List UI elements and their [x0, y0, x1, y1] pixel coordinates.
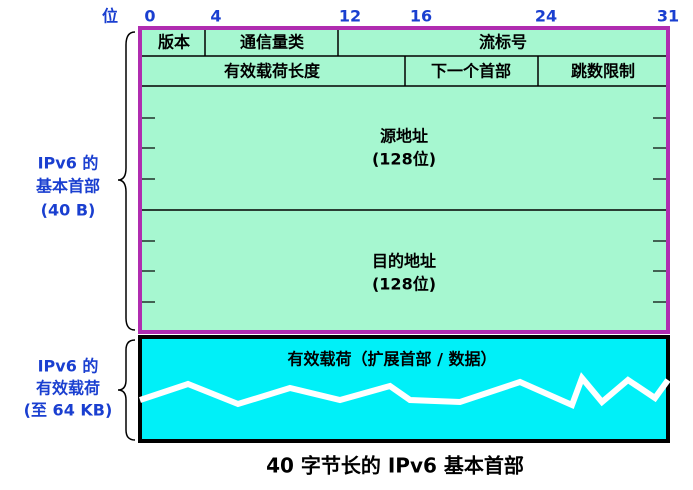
- field: 目的地址: [372, 252, 436, 271]
- bit-mark: 12: [339, 7, 361, 26]
- bit-mark: 24: [535, 7, 557, 26]
- brace: [117, 339, 136, 441]
- field: 下一个首部: [431, 62, 511, 81]
- bit-mark: 4: [210, 7, 221, 26]
- side-ticks: [140, 117, 668, 303]
- side-label: 基本首部: [35, 177, 100, 196]
- header-box: [140, 28, 668, 332]
- field-size: (128位): [372, 150, 436, 169]
- bit-mark: 0: [144, 7, 155, 26]
- side-label: IPv6 的: [38, 357, 99, 376]
- caption: 40 字节长的 IPv6 基本首部: [266, 454, 524, 478]
- field: 版本: [157, 33, 190, 52]
- side-label: IPv6 的: [38, 154, 99, 173]
- header-grid: [140, 28, 668, 211]
- side-label: 有效载荷: [36, 379, 100, 398]
- side-label: (至 64 KB): [24, 401, 113, 420]
- side-label: (40 B): [41, 201, 96, 220]
- field: 通信量类: [240, 33, 305, 52]
- field: 源地址: [380, 127, 428, 146]
- brace: [117, 31, 136, 331]
- bit-unit: 位: [102, 7, 118, 26]
- bit-mark: 16: [410, 7, 432, 26]
- field: 有效载荷长度: [224, 62, 321, 81]
- bit-mark: 31: [657, 7, 679, 26]
- field: 流标号: [479, 33, 527, 52]
- payload-label: 有效载荷（扩展首部 / 数据）: [288, 350, 497, 369]
- header-border: [138, 26, 670, 334]
- payload-tear: [139, 372, 671, 410]
- field: 跳数限制: [571, 62, 635, 81]
- field-size: (128位): [372, 275, 436, 294]
